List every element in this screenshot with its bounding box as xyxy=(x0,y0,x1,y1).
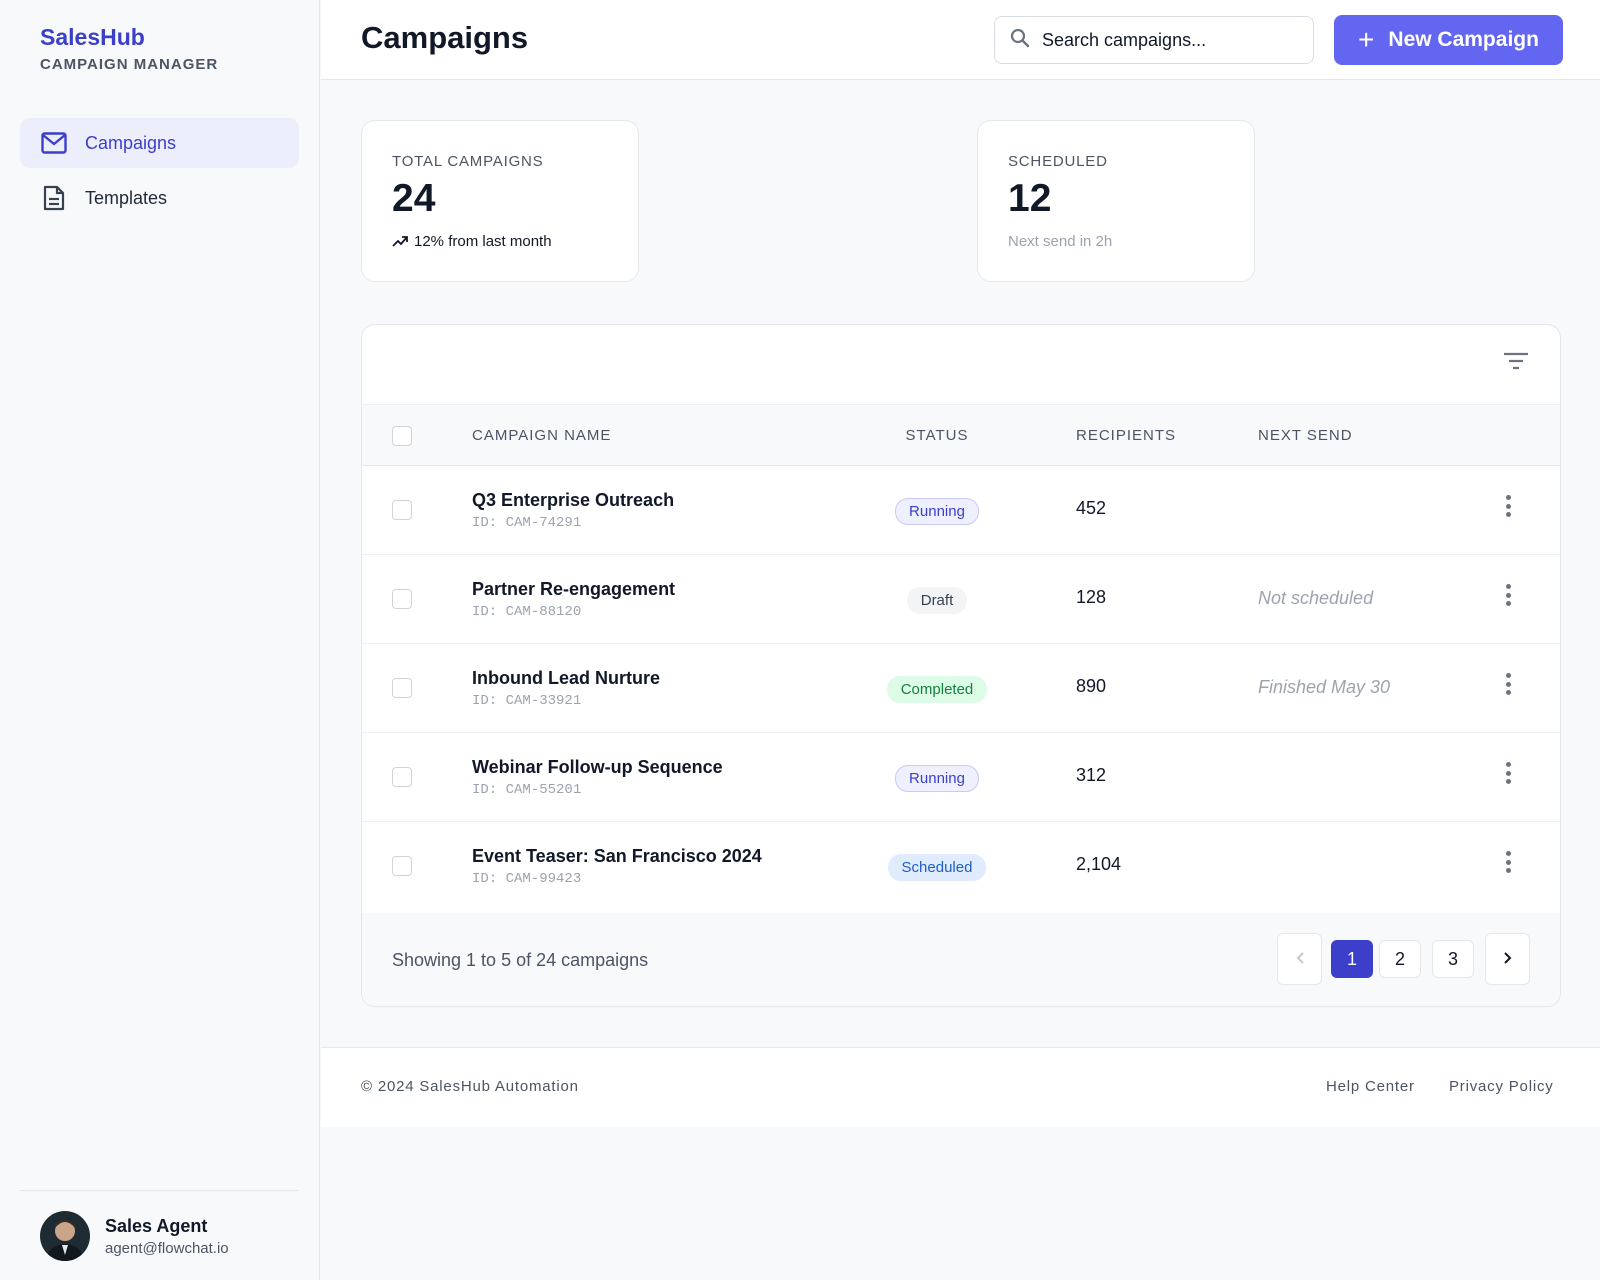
search-box[interactable] xyxy=(994,16,1314,64)
campaign-name[interactable]: Webinar Follow-up Sequence xyxy=(472,757,723,777)
table-row[interactable]: Inbound Lead Nurture ID: CAM-33921 Compl… xyxy=(362,644,1560,733)
recipients-count: 890 xyxy=(1076,676,1107,696)
stat-card-scheduled: SCHEDULED 12 Next send in 2h xyxy=(977,120,1255,282)
sidebar-item-label: Campaigns xyxy=(85,132,177,153)
brand: SalesHub CAMPAIGN MANAGER xyxy=(40,24,218,73)
stat-trend: 12% from last month xyxy=(392,233,608,250)
more-options-icon[interactable] xyxy=(1498,759,1518,787)
campaign-id: ID: CAM-33921 xyxy=(472,693,582,709)
recipients-count: 2,104 xyxy=(1076,854,1122,874)
sidebar-item-campaigns[interactable]: Campaigns xyxy=(20,118,299,168)
column-header-recipients[interactable]: RECIPIENTS xyxy=(1076,427,1177,444)
brand-name[interactable]: SalesHub xyxy=(40,24,145,50)
table-header: CAMPAIGN NAME STATUS RECIPIENTS NEXT SEN… xyxy=(362,404,1560,466)
campaign-name[interactable]: Event Teaser: San Francisco 2024 xyxy=(472,846,762,866)
prev-page-button[interactable] xyxy=(1277,933,1322,985)
page-button-1[interactable]: 1 xyxy=(1331,940,1373,978)
column-header-next-send[interactable]: NEXT SEND xyxy=(1258,427,1353,444)
table-row[interactable]: Q3 Enterprise Outreach ID: CAM-74291 Run… xyxy=(362,466,1560,555)
next-send: Not scheduled xyxy=(1258,588,1374,608)
search-input[interactable] xyxy=(1042,29,1292,51)
plus-icon: + xyxy=(1358,24,1375,55)
sidebar-nav: Campaigns Templates xyxy=(20,118,299,228)
stat-card-total: TOTAL CAMPAIGNS 24 12% from last month xyxy=(361,120,639,282)
user-profile[interactable]: Sales Agent agent@flowchat.io xyxy=(20,1190,299,1261)
trending-up-icon xyxy=(392,235,408,248)
sidebar-item-templates[interactable]: Templates xyxy=(20,173,299,223)
select-all-checkbox[interactable] xyxy=(392,426,412,446)
column-header-name[interactable]: CAMPAIGN NAME xyxy=(472,427,612,444)
document-icon xyxy=(40,184,68,212)
status-badge: Running xyxy=(895,765,979,792)
page-title: Campaigns xyxy=(361,20,529,55)
row-checkbox[interactable] xyxy=(392,767,412,787)
status-badge: Draft xyxy=(906,587,968,614)
campaign-id: ID: CAM-88120 xyxy=(472,604,582,620)
next-page-button[interactable] xyxy=(1485,933,1530,985)
status-badge: Completed xyxy=(886,676,988,703)
campaign-name[interactable]: Inbound Lead Nurture xyxy=(472,668,660,688)
new-campaign-label: New Campaign xyxy=(1388,28,1539,51)
user-email: agent@flowchat.io xyxy=(105,1239,229,1257)
recipients-count: 312 xyxy=(1076,765,1107,785)
row-checkbox[interactable] xyxy=(392,589,412,609)
row-checkbox[interactable] xyxy=(392,856,412,876)
chevron-left-icon xyxy=(1295,949,1305,970)
page-button-3[interactable]: 3 xyxy=(1432,940,1474,978)
sidebar-item-label: Templates xyxy=(85,187,168,208)
recipients-count: 452 xyxy=(1076,498,1107,518)
row-checkbox[interactable] xyxy=(392,500,412,520)
row-checkbox[interactable] xyxy=(392,678,412,698)
top-header: Campaigns + New Campaign xyxy=(321,0,1600,80)
campaign-id: ID: CAM-55201 xyxy=(472,782,582,798)
avatar xyxy=(40,1211,90,1261)
table-row[interactable]: Event Teaser: San Francisco 2024 ID: CAM… xyxy=(362,822,1560,911)
status-badge: Scheduled xyxy=(887,854,987,881)
stat-trend-text: 12% from last month xyxy=(414,232,552,250)
privacy-policy-link[interactable]: Privacy Policy xyxy=(1449,1078,1554,1095)
page-footer: © 2024 SalesHub Automation Help Center P… xyxy=(321,1047,1600,1127)
brand-subtitle: CAMPAIGN MANAGER xyxy=(40,56,219,73)
campaigns-table-panel: CAMPAIGN NAME STATUS RECIPIENTS NEXT SEN… xyxy=(361,324,1561,1007)
new-campaign-button[interactable]: + New Campaign xyxy=(1334,15,1563,65)
campaign-name[interactable]: Q3 Enterprise Outreach xyxy=(472,490,675,510)
table-footer: Showing 1 to 5 of 24 campaigns 1 2 3 xyxy=(362,913,1560,1006)
campaign-id: ID: CAM-74291 xyxy=(472,515,582,531)
user-name: Sales Agent xyxy=(105,1215,208,1236)
stat-label: TOTAL CAMPAIGNS xyxy=(392,153,544,170)
more-options-icon[interactable] xyxy=(1498,670,1518,698)
recipients-count: 128 xyxy=(1076,587,1107,607)
search-icon xyxy=(1010,28,1030,53)
stat-value: 12 xyxy=(1008,177,1052,220)
stat-label: SCHEDULED xyxy=(1008,153,1108,170)
table-row[interactable]: Partner Re-engagement ID: CAM-88120 Draf… xyxy=(362,555,1560,644)
chevron-right-icon xyxy=(1503,949,1513,970)
sidebar: SalesHub CAMPAIGN MANAGER Campaigns Temp… xyxy=(0,0,320,1280)
help-center-link[interactable]: Help Center xyxy=(1326,1078,1415,1095)
more-options-icon[interactable] xyxy=(1498,492,1518,520)
pagination-summary: Showing 1 to 5 of 24 campaigns xyxy=(392,950,649,970)
campaign-name[interactable]: Partner Re-engagement xyxy=(472,579,676,599)
stat-note: Next send in 2h xyxy=(1008,232,1113,250)
page-button-2[interactable]: 2 xyxy=(1379,940,1421,978)
filter-icon[interactable] xyxy=(1500,345,1532,377)
mail-icon xyxy=(40,129,68,157)
column-header-status[interactable]: STATUS xyxy=(905,427,969,444)
status-badge: Running xyxy=(895,498,979,525)
campaign-id: ID: CAM-99423 xyxy=(472,871,582,887)
next-send: Finished May 30 xyxy=(1258,677,1391,697)
table-row[interactable]: Webinar Follow-up Sequence ID: CAM-55201… xyxy=(362,733,1560,822)
copyright: © 2024 SalesHub Automation xyxy=(361,1078,579,1095)
more-options-icon[interactable] xyxy=(1498,581,1518,609)
more-options-icon[interactable] xyxy=(1498,848,1518,876)
stat-value: 24 xyxy=(392,177,436,220)
